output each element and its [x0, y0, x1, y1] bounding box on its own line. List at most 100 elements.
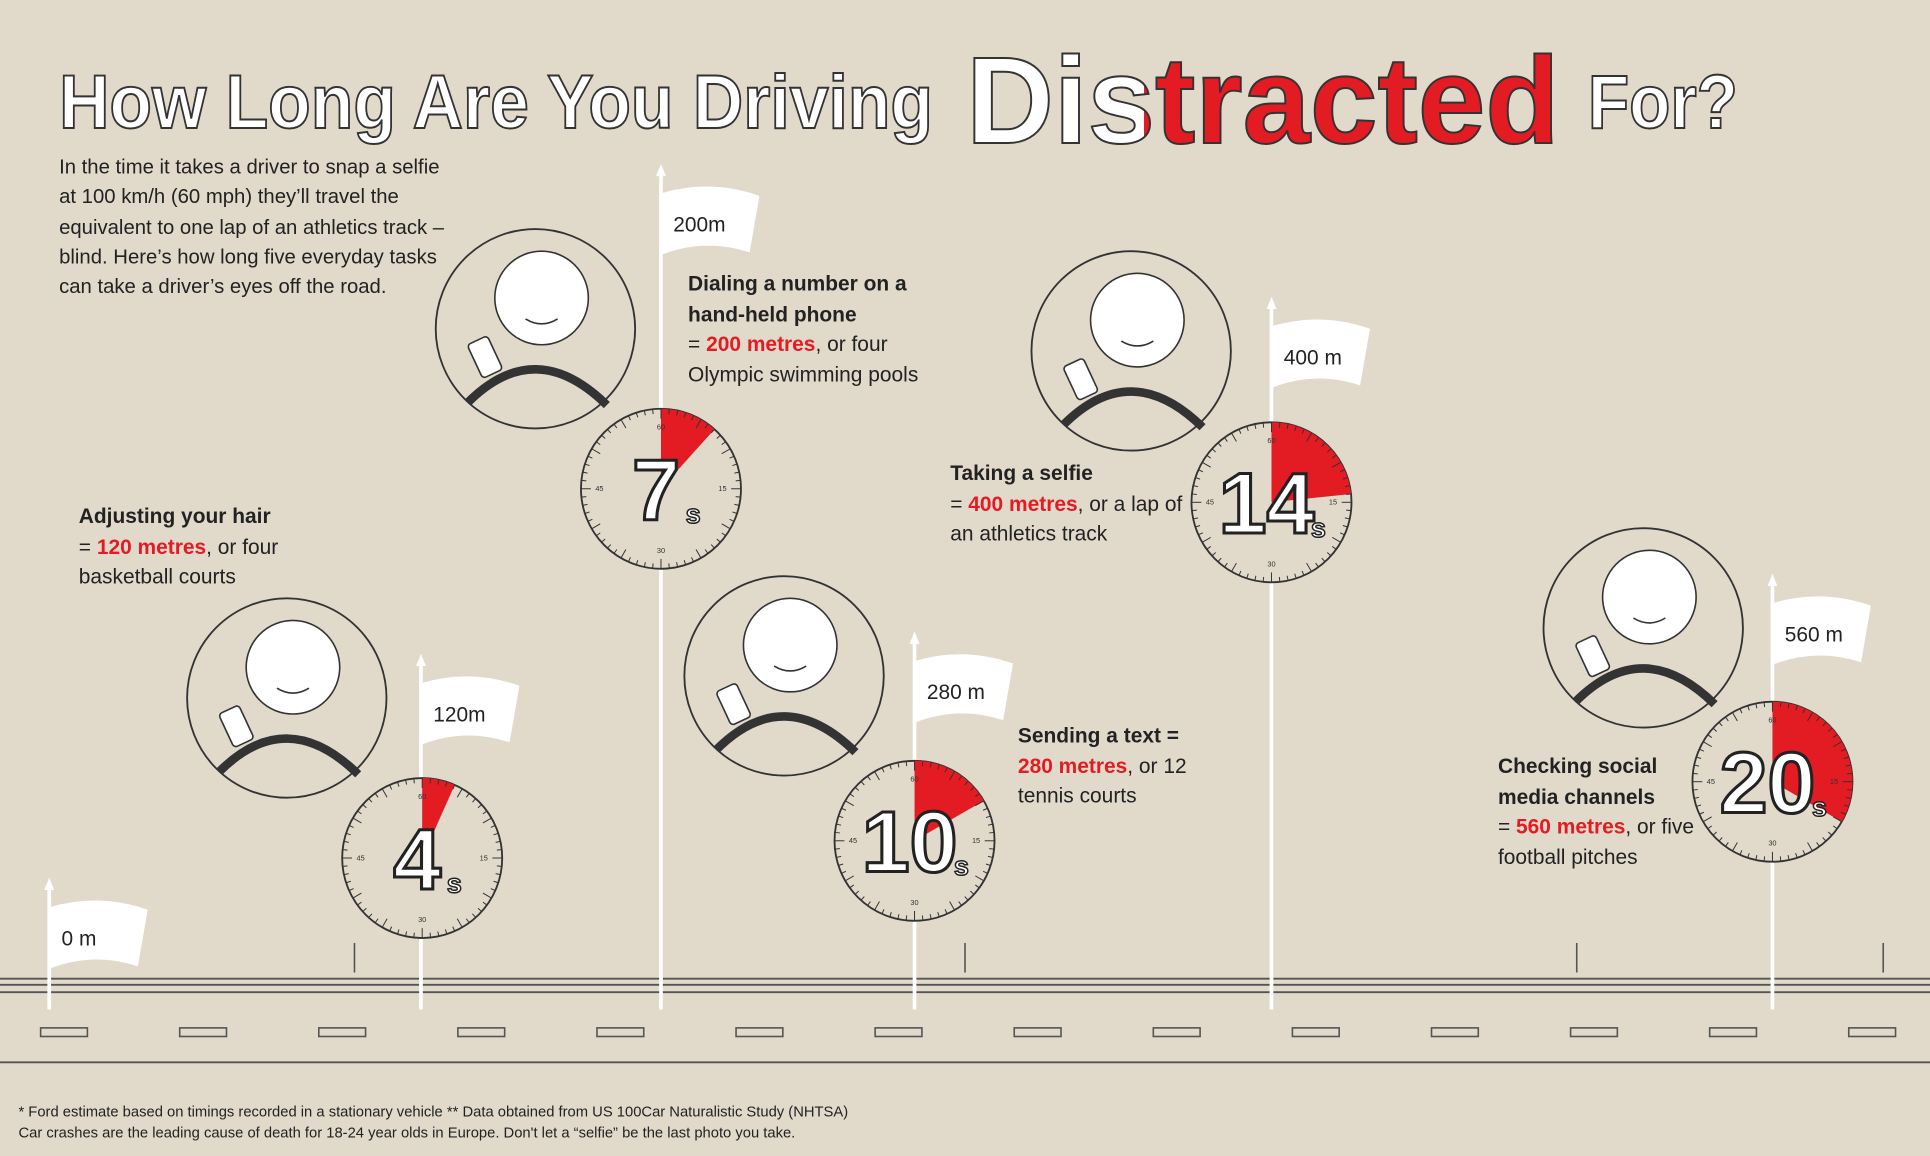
dial-tick: [456, 788, 463, 798]
time-sector: [660, 408, 715, 489]
dial-tick: [652, 409, 654, 415]
dial-tick: [897, 914, 900, 920]
dial-tick: [477, 804, 482, 809]
dial-tick: [444, 929, 448, 935]
dial-tick: [841, 870, 847, 874]
dial-tick: [374, 793, 379, 798]
dial-tick: [587, 518, 593, 522]
dial-tick: [1195, 477, 1201, 480]
lane-dash: [735, 1027, 784, 1038]
dial-tick: [1342, 477, 1348, 480]
dial-tick: [676, 410, 679, 416]
dial-tick: [1231, 562, 1237, 572]
dial-tick: [1331, 454, 1337, 459]
flag-label: 0 m: [62, 927, 97, 950]
dial-tick: [1254, 423, 1257, 429]
dial-tick: [834, 831, 840, 834]
footnote: Car crashes are the leading cause of dea…: [18, 1125, 795, 1141]
mouth: [1632, 617, 1666, 624]
dial-tick: [1795, 852, 1798, 858]
dial-label: 30: [1768, 839, 1776, 848]
illustration: [1030, 250, 1232, 452]
dial-label: 60: [657, 423, 665, 432]
task-text: Adjusting your hair = 120 metres, or four…: [79, 502, 399, 592]
time-sector: [1271, 422, 1352, 503]
dial-tick: [627, 415, 631, 421]
flag-tip: [416, 653, 426, 667]
dial-tick: [683, 560, 687, 566]
dial-tick: [429, 932, 432, 938]
dial-tick: [897, 762, 900, 768]
title-part: For?: [1588, 60, 1738, 145]
task-text: Checking social media channels = 560 metr…: [1498, 752, 1818, 873]
dial-tick: [974, 793, 980, 798]
dial-label: 15: [972, 836, 980, 845]
dial-tick: [836, 855, 842, 858]
dial-tick: [704, 423, 709, 429]
dial-tick: [691, 557, 694, 563]
task-detail: 280 metres, or 12 tennis courts: [1018, 752, 1188, 812]
hand-device: [1063, 358, 1099, 401]
dial-label: 15: [1830, 777, 1838, 786]
task-prefix: =: [78, 534, 97, 559]
lane-dash: [1152, 1027, 1201, 1038]
dial-tick: [975, 800, 985, 807]
dial-tick: [591, 448, 601, 455]
lane-dash: [596, 1027, 645, 1038]
dial-tick: [1845, 764, 1851, 767]
lane-dash: [178, 1027, 228, 1038]
dial-tick: [721, 523, 731, 530]
dial-tick: [683, 412, 687, 418]
steering-wheel: [713, 712, 859, 756]
lane-dash: [1569, 1027, 1619, 1038]
dial-tick: [1755, 703, 1758, 709]
dial-tick: [695, 549, 702, 559]
dial-tick: [691, 415, 694, 421]
dial-tick: [362, 907, 367, 912]
dial-tick: [985, 815, 991, 819]
dial-tick: [1339, 532, 1345, 536]
dial-tick: [587, 455, 593, 459]
footnote: * Ford estimate based on timings recorde…: [18, 1105, 848, 1121]
dial-tick: [595, 532, 601, 537]
dial-tick: [1712, 727, 1717, 732]
dial-tick: [860, 896, 865, 901]
dial-tick: [1832, 741, 1842, 748]
dial-tick: [635, 560, 639, 566]
dial-tick: [732, 463, 738, 467]
dial-tick: [1787, 703, 1790, 709]
lane-dash: [1708, 1027, 1758, 1038]
flag-label: 560 m: [1785, 623, 1843, 646]
dial-tick: [1822, 837, 1827, 842]
dial-label: 60: [1768, 716, 1776, 725]
dial-tick: [1191, 509, 1197, 512]
mouth: [525, 318, 559, 325]
dial-tick: [581, 479, 587, 482]
dial-tick: [444, 781, 448, 787]
dial-tick: [496, 849, 502, 851]
dial-tick: [1331, 546, 1337, 550]
dial-tick: [987, 823, 993, 826]
dial-tick: [405, 779, 408, 785]
dial-tick: [1346, 493, 1352, 495]
dial-label: 30: [1267, 559, 1275, 568]
time-sector: [1772, 701, 1853, 822]
dial-tick: [1763, 702, 1766, 708]
dial-tick: [1779, 856, 1782, 862]
dial-tick: [710, 428, 715, 434]
dial-tick: [881, 767, 885, 773]
dial-tick: [1802, 708, 1806, 714]
dial-tick: [970, 786, 975, 791]
dial-tick: [710, 544, 715, 549]
dial-tick: [1694, 764, 1700, 767]
dial-tick: [374, 918, 379, 924]
dial-tick: [1262, 576, 1265, 582]
dial-tick: [958, 901, 962, 906]
dial-tick: [584, 463, 590, 467]
task-name: Dialing a number on a hand-held phone: [688, 272, 907, 326]
dial-tick: [921, 761, 924, 767]
dial-tick: [989, 848, 995, 850]
task-distance: 560 metres: [1516, 814, 1626, 839]
task-comparison: , or 12 tennis courts: [1017, 754, 1187, 808]
dial-tick: [652, 563, 654, 569]
